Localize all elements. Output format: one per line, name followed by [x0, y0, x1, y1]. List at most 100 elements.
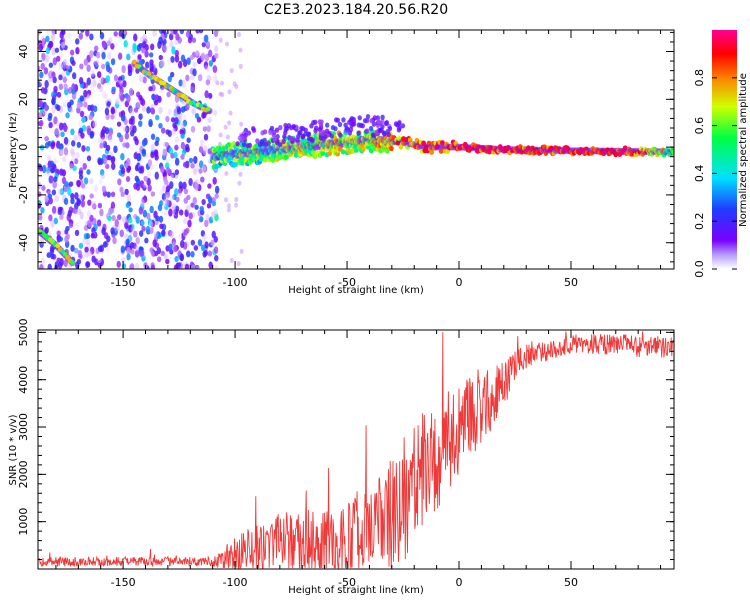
colorbar-tick-label: 0.0	[693, 260, 706, 278]
spectral-speckle	[213, 246, 219, 254]
spectral-speckle	[53, 176, 58, 183]
spectral-speckle	[103, 93, 108, 99]
spectral-speckle	[281, 138, 286, 145]
spectral-speckle	[101, 90, 107, 99]
spectral-speckle	[46, 166, 51, 174]
spectrogram-xtick-label: -50	[338, 276, 356, 289]
spectral-speckle	[138, 230, 144, 237]
spectral-speckle	[117, 214, 122, 221]
spectral-speckle	[138, 120, 143, 127]
spectral-speckle	[38, 214, 43, 221]
spectral-speckle	[119, 186, 124, 193]
spectral-speckle	[50, 253, 55, 260]
colorbar-tick-label: 0.4	[693, 165, 706, 183]
spectrogram-xtick-label: 50	[564, 276, 578, 289]
spectral-speckle	[102, 241, 108, 248]
spectral-speckle	[179, 240, 185, 249]
spectral-speckle	[246, 130, 252, 136]
spectral-speckle	[52, 57, 58, 66]
spectral-speckle	[139, 75, 144, 82]
spectral-speckle	[335, 117, 341, 123]
spectral-speckle	[86, 169, 91, 175]
spectral-speckle	[201, 165, 207, 173]
spectral-speckle	[106, 191, 111, 198]
spectral-speckle	[113, 145, 118, 154]
spectral-speckle	[170, 55, 175, 63]
snr-marks	[38, 331, 674, 569]
snr-xlabel: Height of straight line (km)	[288, 585, 424, 596]
spectral-speckle	[75, 151, 80, 160]
spectral-speckle	[67, 209, 72, 218]
band-cell	[421, 140, 427, 146]
spectral-speckle	[190, 125, 196, 133]
spectral-speckle	[93, 184, 99, 192]
spectral-speckle	[119, 229, 124, 238]
spectral-speckle	[116, 121, 122, 127]
spectral-speckle	[183, 228, 188, 236]
spectral-speckle	[225, 134, 230, 140]
spectral-speckle	[207, 117, 212, 124]
spectral-speckle	[144, 237, 149, 244]
spectral-speckle	[92, 105, 98, 113]
spectral-speckle	[101, 51, 106, 60]
spectral-speckle	[113, 31, 118, 37]
spectral-speckle	[369, 118, 374, 124]
spectral-speckle	[110, 43, 115, 50]
band-cell	[335, 151, 341, 157]
spectral-speckle	[171, 172, 176, 179]
spectral-speckle	[169, 181, 174, 189]
spectral-speckle	[100, 129, 106, 136]
spectral-speckle	[312, 119, 318, 125]
spectral-speckle	[215, 80, 220, 86]
spectral-speckle	[98, 178, 103, 185]
spectral-speckle	[185, 146, 190, 153]
spectral-speckle	[58, 62, 63, 70]
spectral-speckle	[169, 194, 175, 203]
spectral-speckle	[49, 175, 54, 184]
spectral-speckle	[164, 141, 170, 148]
spectrogram-marks	[38, 30, 674, 269]
spectral-speckle	[170, 117, 176, 123]
snr-ytick-label: 5000	[17, 318, 30, 346]
spectral-speckle	[114, 98, 120, 105]
spectral-speckle	[218, 141, 223, 147]
band-cell	[226, 142, 232, 148]
spectral-speckle	[83, 58, 89, 66]
branch-cell	[65, 255, 70, 260]
spectral-speckle	[136, 154, 142, 162]
spectral-speckle	[176, 262, 182, 269]
spectral-speckle	[117, 52, 123, 60]
spectral-speckle	[135, 215, 140, 224]
spectral-speckle	[226, 203, 231, 209]
spectral-speckle	[70, 148, 75, 155]
spectral-speckle	[202, 164, 207, 173]
spectral-speckle	[46, 169, 51, 177]
spectral-speckle	[65, 112, 70, 119]
spectral-speckle	[126, 94, 131, 103]
spectral-speckle	[74, 229, 80, 237]
spectral-speckle	[99, 169, 105, 176]
spectral-speckle	[47, 263, 52, 269]
spectral-speckle	[70, 197, 75, 205]
spectral-speckle	[194, 182, 199, 191]
spectral-speckle	[149, 164, 154, 171]
spectral-speckle	[171, 46, 176, 55]
band-cell	[233, 156, 238, 162]
spectral-speckle	[108, 135, 113, 143]
spectral-speckle	[300, 126, 306, 132]
spectral-speckle	[310, 137, 315, 143]
spectral-speckle	[85, 146, 91, 152]
spectral-speckle	[67, 65, 73, 73]
spectral-speckle	[63, 259, 68, 268]
spectral-speckle	[38, 166, 44, 172]
spectral-speckle	[69, 160, 74, 169]
spectral-speckle	[368, 125, 374, 132]
spectral-speckle	[225, 41, 230, 47]
spectral-speckle	[54, 128, 59, 137]
spectral-speckle	[74, 248, 79, 255]
spectral-speckle	[184, 209, 189, 217]
spectral-speckle	[203, 133, 209, 141]
spectral-speckle	[121, 263, 127, 269]
spectral-speckle	[238, 171, 243, 177]
spectral-speckle	[112, 237, 117, 245]
